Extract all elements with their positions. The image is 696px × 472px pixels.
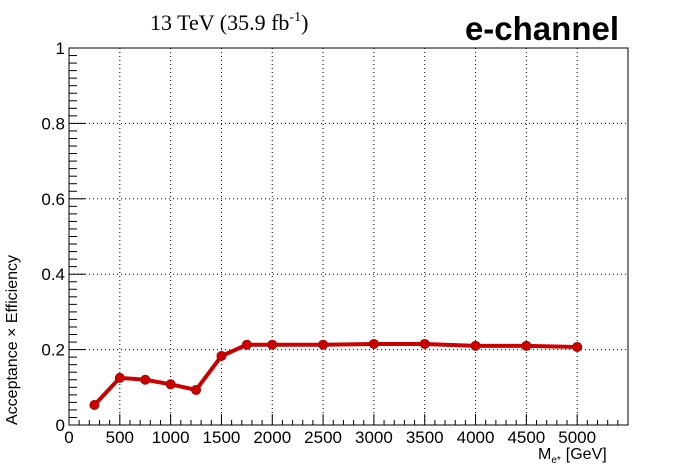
y-tick-label: 0 [56, 416, 65, 435]
data-point [318, 339, 329, 350]
chart-title: 13 TeV (35.9 fb-1) [150, 10, 308, 35]
chart-title-main: 13 TeV (35.9 fb [150, 10, 289, 35]
y-tick-label: 0.6 [41, 190, 65, 209]
chart-title-superscript: -1 [289, 10, 301, 25]
data-point [521, 340, 532, 351]
series [89, 338, 583, 411]
x-tick-label: 3000 [355, 428, 393, 447]
x-axis-title-unit: [GeV] [566, 446, 607, 463]
series-line [92, 341, 578, 407]
data-point [572, 341, 583, 352]
data-point [241, 339, 252, 350]
x-tick-label: 1000 [152, 428, 190, 447]
x-tick-label: 1500 [203, 428, 241, 447]
data-point [165, 379, 176, 390]
x-tick-label: 3500 [406, 428, 444, 447]
x-axis-title-sub: e* [551, 455, 561, 466]
grid [69, 48, 628, 425]
data-point [419, 338, 430, 349]
y-tick-label: 0.2 [41, 341, 65, 360]
data-point [470, 340, 481, 351]
x-tick-label: 500 [106, 428, 134, 447]
data-point [140, 374, 151, 385]
x-tick-label: 4000 [457, 428, 495, 447]
channel-label: e-channel [465, 10, 619, 47]
x-tick-label: 0 [64, 428, 73, 447]
axis-ticks [68, 47, 619, 426]
chart-title-close: ) [301, 10, 308, 35]
y-tick-label: 1 [56, 39, 65, 58]
x-tick-label: 2000 [253, 428, 291, 447]
x-tick-label: 4500 [507, 428, 545, 447]
data-point [216, 351, 227, 362]
x-axis-title: Me* [GeV] [538, 446, 607, 466]
x-tick-label: 2500 [304, 428, 342, 447]
y-axis-title: Acceptance × Efficiency [4, 255, 21, 425]
y-tick-label: 0.4 [41, 265, 65, 284]
x-tick-label: 5000 [558, 428, 596, 447]
x-tick-labels: 0 500 1000 1500 2000 2500 3000 3500 4000 4500 5000 [64, 428, 596, 447]
data-point [267, 339, 278, 350]
y-tick-label: 0.8 [41, 114, 65, 133]
data-point [191, 384, 202, 395]
data-point [89, 400, 100, 411]
y-tick-labels: 0 0.2 0.4 0.6 0.8 1 [41, 39, 65, 435]
data-point [368, 338, 379, 349]
x-axis-title-main: M [538, 446, 551, 463]
data-point [114, 372, 125, 383]
plot-frame [68, 47, 629, 426]
